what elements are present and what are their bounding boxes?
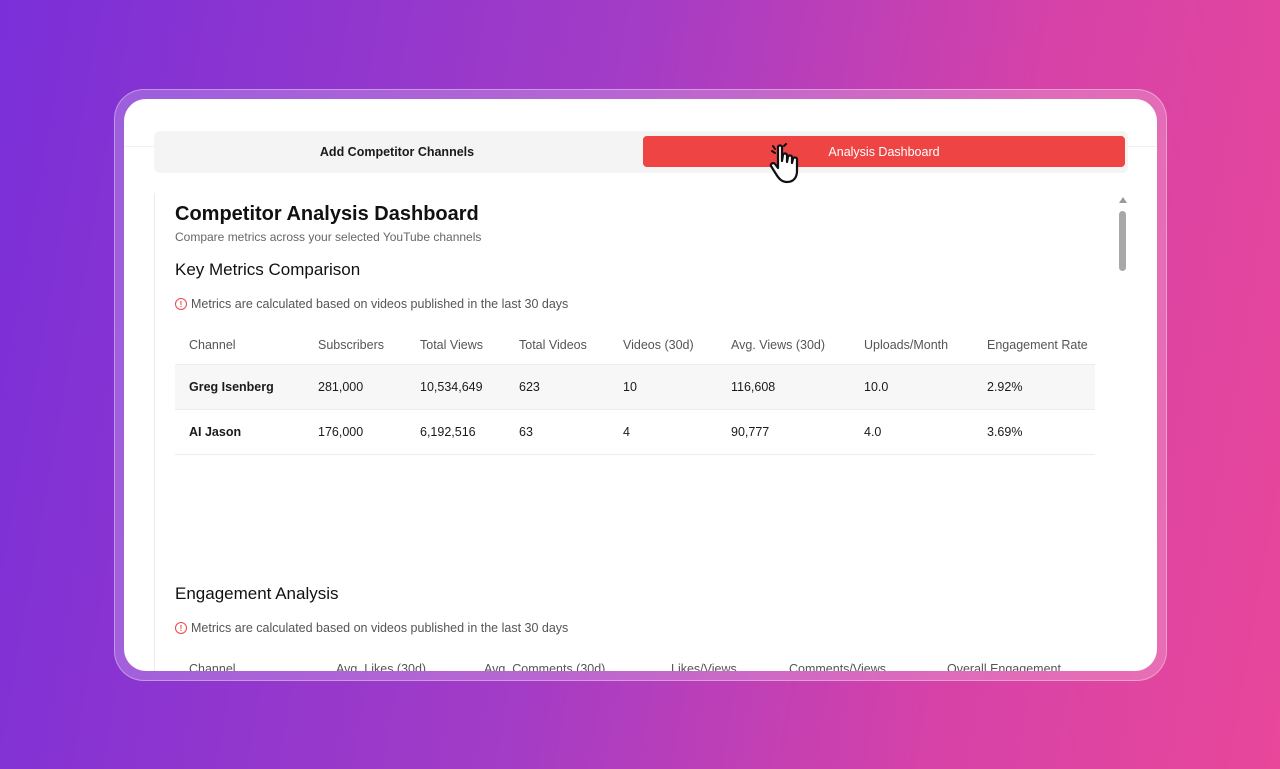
engagement-note-text: Metrics are calculated based on videos p… <box>191 621 569 635</box>
page-subtitle: Compare metrics across your selected You… <box>175 230 482 244</box>
page-title: Competitor Analysis Dashboard <box>175 203 479 225</box>
table-cell: 10,534,649 <box>420 380 483 394</box>
column-header: Total Views <box>420 337 483 352</box>
table-cell: 623 <box>519 380 540 394</box>
engagement-heading: Engagement Analysis <box>175 584 339 603</box>
table-cell: 2.92% <box>987 380 1023 394</box>
table-cell: 4 <box>623 425 630 439</box>
key-metrics-note: ! Metrics are calculated based on videos… <box>175 297 568 311</box>
info-circle-icon: ! <box>175 298 187 310</box>
column-header: Subscribers <box>318 337 384 352</box>
column-header: Engagement Rate <box>987 337 1088 352</box>
engagement-note: ! Metrics are calculated based on videos… <box>175 621 568 635</box>
table-cell: 10 <box>623 380 637 394</box>
table-cell: 281,000 <box>318 380 364 394</box>
table-cell: 176,000 <box>318 425 364 439</box>
scroll-up-arrow-icon[interactable] <box>1119 197 1127 203</box>
table-cell: 63 <box>519 425 533 439</box>
table-cell: 116,608 <box>731 380 776 394</box>
tab-add-competitor-channels[interactable]: Add Competitor Channels <box>319 144 475 159</box>
channel-name: AI Jason <box>189 425 242 439</box>
scrollbar-thumb[interactable] <box>1119 211 1126 271</box>
table-cell: 4.0 <box>864 425 882 439</box>
column-header: Channel <box>189 337 236 352</box>
tab-bar: Add Competitor Channels Analysis Dashboa… <box>154 131 1128 173</box>
info-circle-icon: ! <box>175 622 187 634</box>
column-header: Likes/Views <box>671 661 737 672</box>
table-cell: 10.0 <box>864 380 889 394</box>
column-header: Total Videos <box>519 337 587 352</box>
channel-name: Greg Isenberg <box>189 380 274 394</box>
table-row: AI Jason 176,000 6,192,516 63 4 90,777 4.0 3.69… <box>175 410 1095 455</box>
table-header-row: Channel Subscribers Total Views Total Video… <box>175 325 1095 365</box>
column-header: Overall Engagement <box>947 661 1061 672</box>
dashboard-content: Competitor Analysis Dashboard Compare me… <box>154 193 1128 671</box>
app-window: Add Competitor Channels Analysis Dashboa… <box>124 99 1157 671</box>
table-cell: 6,192,516 <box>420 425 476 439</box>
key-metrics-heading: Key Metrics Comparison <box>175 260 361 279</box>
column-header: Channel <box>189 661 236 672</box>
table-header-row: Channel Avg. Likes (30d) Avg. Comments (30… <box>175 649 1095 672</box>
column-header: Uploads/Month <box>864 337 949 352</box>
column-header: Avg. Likes (30d) <box>336 661 427 672</box>
tab-analysis-dashboard[interactable]: Analysis Dashboard <box>643 136 1125 167</box>
key-metrics-note-text: Metrics are calculated based on videos p… <box>191 297 569 311</box>
table-cell: 90,777 <box>731 425 770 439</box>
column-header: Comments/Views <box>789 661 887 672</box>
column-header: Videos (30d) <box>623 337 694 352</box>
scrollbar[interactable] <box>1118 197 1128 671</box>
table-row: Greg Isenberg 281,000 10,534,649 623 10 116,6… <box>175 365 1095 410</box>
hand-pointer-icon <box>769 143 799 184</box>
column-header: Avg. Views (30d) <box>731 337 826 352</box>
column-header: Avg. Comments (30d) <box>484 661 606 672</box>
table-cell: 3.69% <box>987 425 1023 439</box>
